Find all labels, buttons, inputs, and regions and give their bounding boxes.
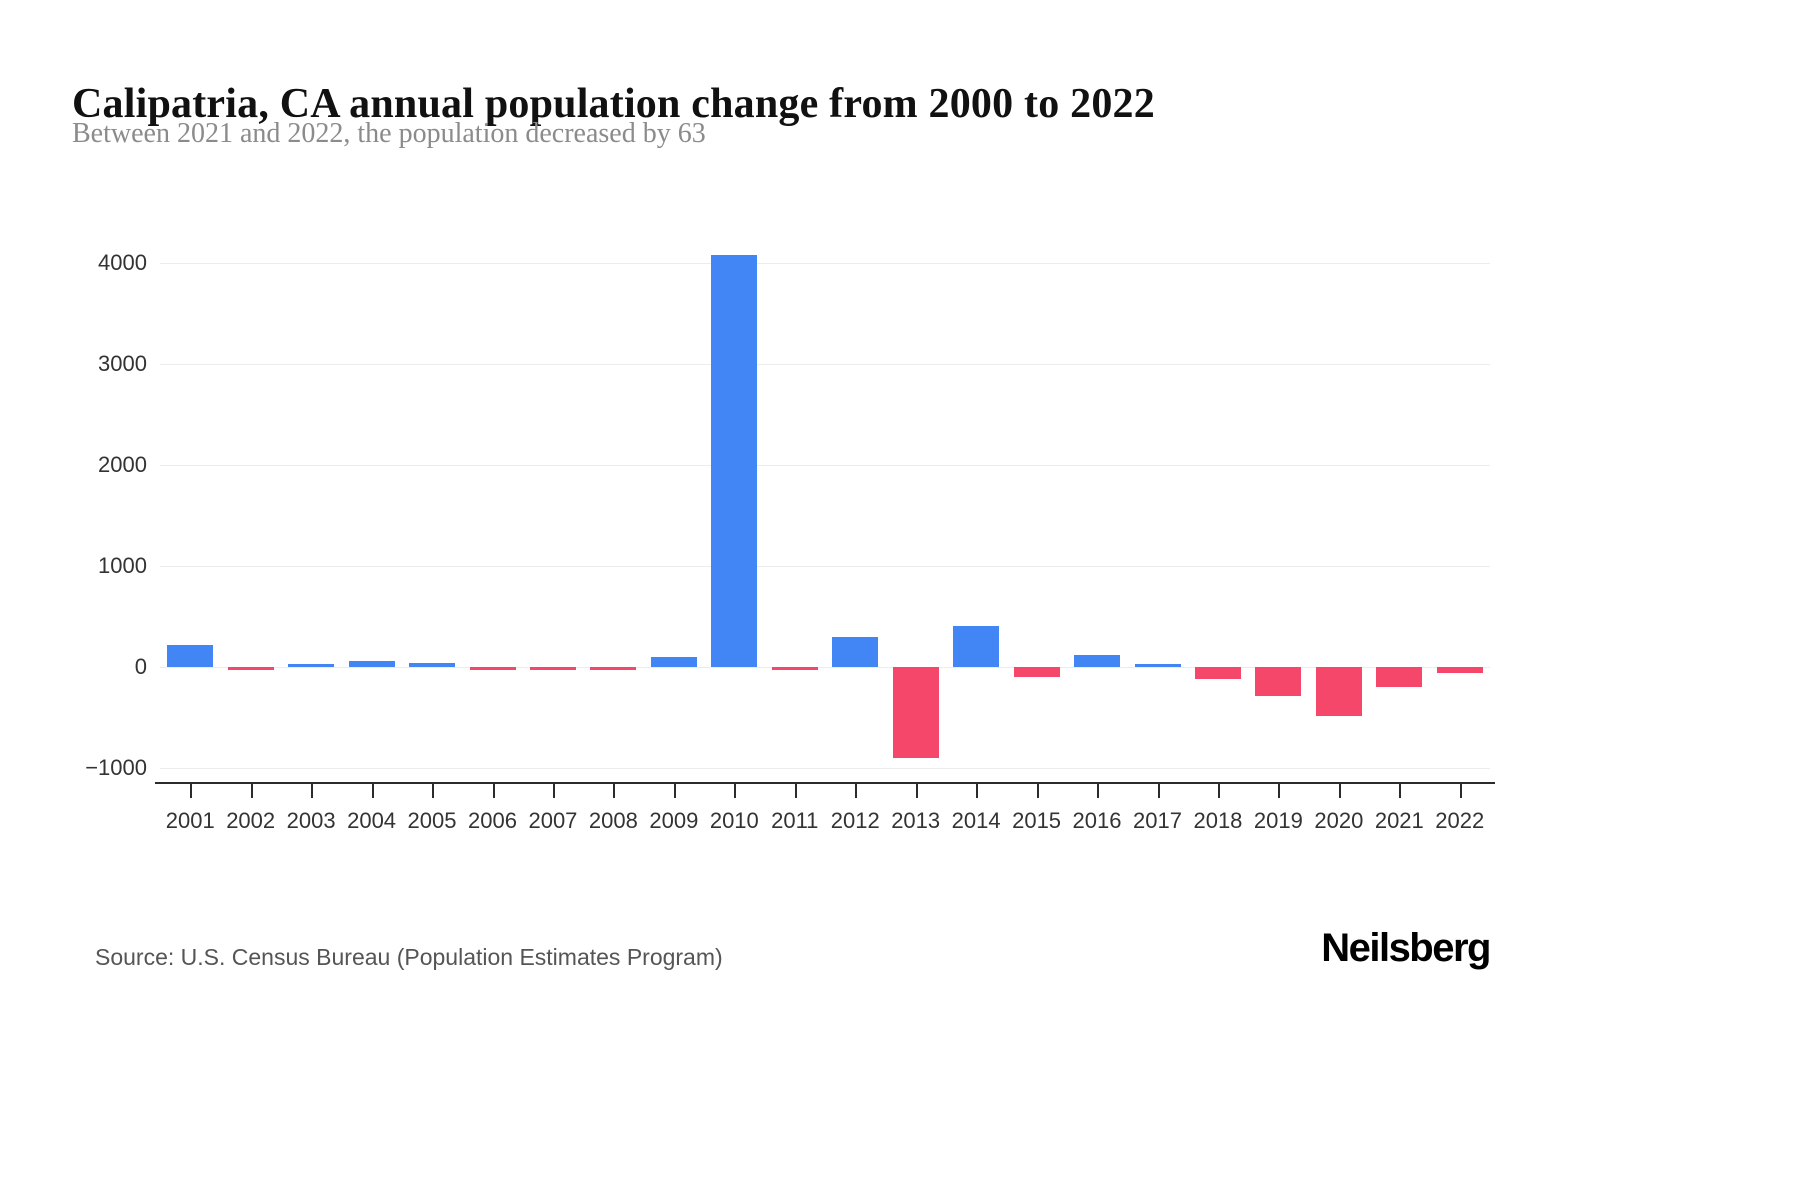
source-credit: Source: U.S. Census Bureau (Population E… (95, 944, 723, 970)
bar-2011 (771, 667, 818, 670)
x-axis-label-2002: 2002 (226, 808, 276, 833)
x-axis-label-2007: 2007 (528, 808, 578, 833)
x-axis-label-2001: 2001 (165, 808, 215, 833)
y-axis-label-2000: 2000 (98, 452, 147, 477)
page-title: Calipatria, CA annual population change … (72, 81, 1155, 128)
bar-2021 (1376, 667, 1423, 688)
x-axis-label-2021: 2021 (1374, 808, 1424, 833)
x-axis-tick-2012 (855, 782, 858, 798)
x-axis-label-2017: 2017 (1133, 808, 1182, 833)
x-axis-label-2009: 2009 (649, 808, 699, 833)
x-axis-label-2005: 2005 (407, 808, 457, 833)
x-axis-tick-2019 (1278, 782, 1281, 798)
gridline-3000 (160, 364, 1490, 365)
x-axis-tick-2002 (250, 782, 253, 798)
x-axis-tick-2010 (734, 782, 737, 798)
bar-2018 (1194, 667, 1241, 680)
bar-2020 (1315, 667, 1362, 717)
bar-2007 (529, 667, 576, 670)
x-axis-label-2018: 2018 (1193, 808, 1243, 833)
bar-2017 (1134, 664, 1181, 667)
x-axis-tick-2020 (1338, 782, 1341, 798)
x-axis-tick-2017 (1157, 782, 1160, 798)
x-axis-label-2019: 2019 (1253, 808, 1303, 833)
x-axis-label-2022: 2022 (1435, 808, 1485, 833)
x-axis-tick-2022 (1459, 782, 1462, 798)
x-axis-tick-2005 (432, 782, 435, 798)
bar-2010 (711, 254, 758, 667)
bar-2013 (892, 667, 939, 758)
x-axis-tick-2006 (492, 782, 495, 798)
x-axis-tick-2007 (552, 782, 555, 798)
bar-2015 (1013, 667, 1060, 678)
bar-2001 (167, 644, 214, 667)
bar-2016 (1074, 655, 1121, 667)
x-axis-tick-2004 (371, 782, 374, 798)
gridline--1000 (160, 768, 1490, 769)
x-axis-label-2016: 2016 (1072, 808, 1122, 833)
bar-2003 (288, 664, 335, 667)
y-axis-label-4000: 4000 (98, 250, 147, 275)
gridline-1000 (160, 566, 1490, 567)
bar-2022 (1436, 667, 1483, 674)
bar-2012 (832, 636, 879, 667)
bar-2008 (590, 667, 637, 670)
bar-2005 (409, 662, 456, 667)
x-axis-label-2014: 2014 (951, 808, 1001, 833)
x-axis-label-2004: 2004 (347, 808, 397, 833)
x-axis-tick-2008 (613, 782, 616, 798)
y-axis-label-1000: 1000 (98, 553, 147, 578)
gridline-4000 (160, 263, 1490, 264)
x-axis-tick-2015 (1036, 782, 1039, 798)
bar-2002 (227, 667, 274, 670)
y-axis-label-0: 0 (134, 654, 147, 679)
y-axis-label-3000: 3000 (98, 351, 147, 376)
x-axis-label-2013: 2013 (891, 808, 941, 833)
x-axis-label-2020: 2020 (1314, 808, 1364, 833)
bar-2009 (650, 656, 697, 667)
bar-2004 (348, 660, 395, 667)
x-axis-label-2015: 2015 (1012, 808, 1062, 833)
neilsberg-logo: Neilsberg (1321, 926, 1491, 970)
x-axis-label-2011: 2011 (771, 808, 819, 833)
x-axis-tick-2003 (311, 782, 314, 798)
y-axis-label--1000: −1000 (85, 755, 147, 780)
x-axis-label-2006: 2006 (468, 808, 517, 833)
x-axis-label-2008: 2008 (588, 808, 638, 833)
x-axis-tick-2016 (1097, 782, 1100, 798)
gridline-0 (160, 667, 1490, 668)
bar-2006 (469, 667, 516, 671)
gridline-2000 (160, 465, 1490, 466)
x-axis-tick-2013 (915, 782, 918, 798)
x-axis-line (155, 782, 1495, 784)
x-axis-tick-2009 (673, 782, 676, 798)
x-axis-label-2012: 2012 (830, 808, 880, 833)
bar-2019 (1255, 667, 1302, 697)
bar-2014 (953, 625, 1000, 667)
chart-subtitle: Between 2021 and 2022, the population de… (72, 118, 706, 149)
x-axis-tick-2011 (794, 782, 797, 798)
x-axis-tick-2018 (1217, 782, 1220, 798)
x-axis-tick-2014 (976, 782, 979, 798)
x-axis-tick-2021 (1399, 782, 1402, 798)
x-axis-tick-2001 (190, 782, 193, 798)
x-axis-label-2003: 2003 (286, 808, 336, 833)
x-axis-label-2010: 2010 (709, 808, 759, 833)
